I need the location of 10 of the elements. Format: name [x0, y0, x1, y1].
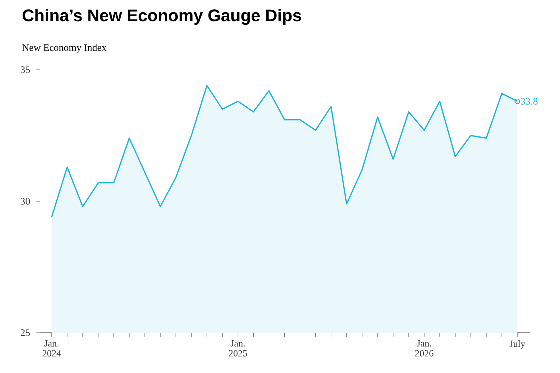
x-tick-label: July [510, 340, 526, 350]
x-tick-label: Jan. 2025 [229, 340, 248, 357]
y-tick-label: 35 [21, 66, 30, 74]
chart-title: China’s New Economy Gauge Dips [22, 9, 302, 26]
y-tick-label: 25 [20, 330, 30, 336]
x-tick-label: Jan. 2024 [42, 340, 62, 357]
data-label: 33.8 [521, 98, 538, 105]
x-tick-label: Jan. 2026 [415, 340, 434, 357]
y-tick-label: 30 [21, 198, 30, 205]
chart-subtitle: New Economy Index [22, 44, 107, 54]
